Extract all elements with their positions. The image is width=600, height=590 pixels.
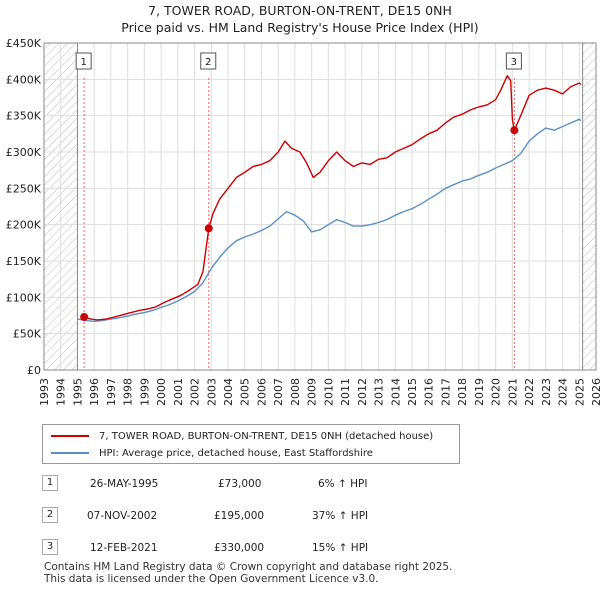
- y-tick-label: £150K: [6, 255, 42, 268]
- y-tick-label: £450K: [6, 37, 42, 50]
- x-tick-label: 2015: [406, 378, 419, 406]
- transaction-number: 1: [42, 475, 58, 491]
- transaction-date: 26-MAY-1995: [90, 478, 159, 490]
- x-tick-label: 1994: [55, 378, 68, 406]
- legend: 7, TOWER ROAD, BURTON-ON-TRENT, DE15 0NH…: [42, 424, 460, 464]
- transaction-row: 1 26-MAY-1995 £73,000 6% ↑ HPI: [42, 475, 562, 495]
- transaction-hpi: 15% ↑ HPI: [312, 542, 369, 554]
- transaction-row: 3 12-FEB-2021 £330,000 15% ↑ HPI: [42, 539, 562, 559]
- footer: Contains HM Land Registry data © Crown c…: [44, 561, 452, 585]
- sale-point: [510, 126, 519, 135]
- transaction-hpi: 37% ↑ HPI: [312, 510, 369, 522]
- legend-label-price-paid: 7, TOWER ROAD, BURTON-ON-TRENT, DE15 0NH…: [99, 430, 434, 442]
- x-tick-label: 1998: [122, 378, 135, 406]
- x-tick-label: 2016: [423, 378, 436, 406]
- legend-item-price-paid: 7, TOWER ROAD, BURTON-ON-TRENT, DE15 0NH…: [51, 428, 433, 444]
- y-tick-label: £300K: [6, 146, 42, 159]
- x-tick-label: 2000: [155, 378, 168, 406]
- x-tick-label: 1997: [105, 378, 118, 406]
- x-tick-label: 2018: [456, 378, 469, 406]
- x-tick-label: 2024: [557, 378, 570, 406]
- x-tick-label: 2010: [322, 378, 335, 406]
- y-tick-label: £250K: [6, 182, 42, 195]
- x-tick-label: 2003: [205, 378, 218, 406]
- transaction-date: 12-FEB-2021: [90, 542, 158, 554]
- price-paid-line: [83, 75, 582, 321]
- x-tick-label: 2021: [506, 378, 519, 406]
- y-tick-label: £350K: [6, 110, 42, 123]
- x-tick-label: 2014: [389, 378, 402, 406]
- transaction-price: £195,000: [214, 510, 265, 522]
- x-tick-label: 2006: [255, 378, 268, 406]
- marker-label: 2: [205, 57, 211, 68]
- x-tick-label: 2025: [573, 378, 586, 406]
- footer-licence: This data is licensed under the Open Gov…: [44, 573, 379, 585]
- legend-item-hpi: HPI: Average price, detached house, East…: [51, 445, 373, 461]
- plot-area: [44, 43, 596, 370]
- x-tick-label: 2005: [239, 378, 252, 406]
- marker-box: [200, 52, 217, 70]
- plot-frame: [43, 42, 597, 371]
- y-tick-label: £50K: [13, 328, 42, 341]
- y-tick-label: £200K: [6, 219, 42, 232]
- transaction-number: 2: [42, 507, 58, 523]
- transaction-row: 2 07-NOV-2002 £195,000 37% ↑ HPI: [42, 507, 562, 527]
- x-tick-label: 1996: [88, 378, 101, 406]
- legend-label-hpi: HPI: Average price, detached house, East…: [99, 447, 373, 459]
- transaction-date: 07-NOV-2002: [87, 510, 158, 522]
- x-tick-label: 1995: [71, 378, 84, 406]
- x-tick-label: 2019: [473, 378, 486, 406]
- chart-title-line1: 7, TOWER ROAD, BURTON-ON-TRENT, DE15 0NH: [148, 3, 452, 18]
- transaction-number: 3: [42, 539, 58, 555]
- marker-label: 1: [80, 57, 86, 68]
- x-tick-label: 1999: [138, 378, 151, 406]
- footer-copyright: Contains HM Land Registry data © Crown c…: [44, 561, 453, 573]
- sale-point: [80, 312, 89, 321]
- chart-title: 7, TOWER ROAD, BURTON-ON-TRENT, DE15 0NH…: [0, 2, 600, 36]
- x-tick-label: 2004: [222, 378, 235, 406]
- legend-swatch-hpi: [51, 452, 89, 454]
- x-tick-label: 2001: [172, 378, 185, 406]
- price-chart: 1993 1994 1995 1996 1997 1998 1999 2000 2001 2002…: [6, 37, 600, 406]
- hpi-line: [77, 118, 582, 322]
- y-tick-label: £400K: [6, 73, 42, 86]
- x-tick-label: 2013: [373, 378, 386, 406]
- marker-box: [505, 52, 522, 70]
- transaction-price: £330,000: [214, 542, 265, 554]
- y-tick-label: £0: [27, 364, 41, 377]
- x-tick-label: 2007: [272, 378, 285, 406]
- chart-title-line2: Price paid vs. HM Land Registry's House …: [121, 20, 479, 35]
- sale-point: [204, 224, 213, 233]
- x-tick-label: 2026: [590, 378, 600, 406]
- x-tick-label: 2023: [540, 378, 553, 406]
- y-tick-label: £100K: [6, 291, 42, 304]
- x-tick-label: 2008: [289, 378, 302, 406]
- hatched-region: [582, 43, 596, 370]
- x-tick-label: 2009: [306, 378, 319, 406]
- legend-swatch-price-paid: [51, 435, 89, 437]
- x-tick-label: 2017: [439, 378, 452, 406]
- marker-label: 3: [511, 57, 517, 68]
- transaction-price: £73,000: [218, 478, 262, 490]
- x-tick-label: 1993: [38, 378, 51, 406]
- x-tick-label: 2020: [490, 378, 503, 406]
- x-tick-label: 2011: [339, 378, 352, 406]
- x-tick-label: 2002: [189, 378, 202, 406]
- x-tick-label: 2022: [523, 378, 536, 406]
- transaction-hpi: 6% ↑ HPI: [318, 478, 368, 490]
- x-tick-label: 2012: [356, 378, 369, 406]
- marker-box: [75, 52, 92, 70]
